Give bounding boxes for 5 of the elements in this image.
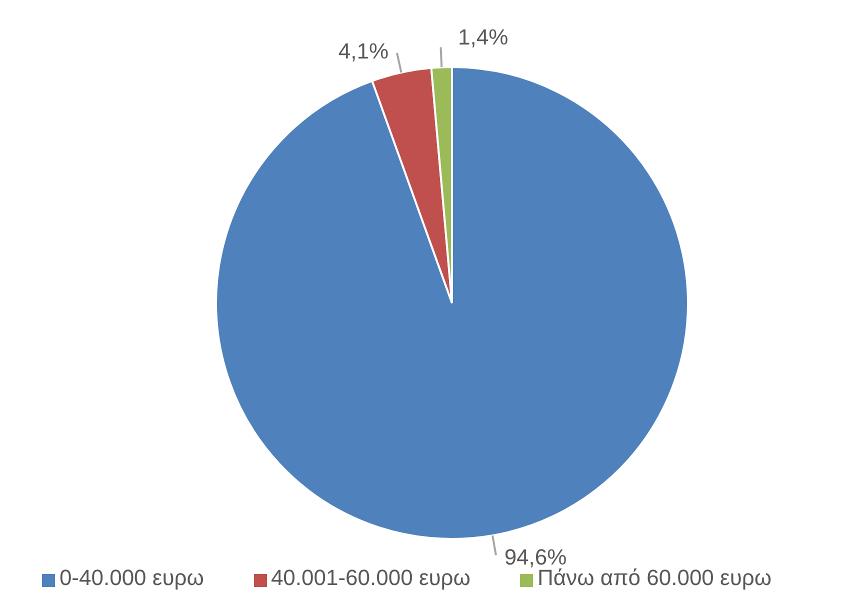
pie-slice	[215, 66, 689, 540]
data-label: 1,4%	[458, 24, 508, 50]
legend-label: 40.001-60.000 ευρω	[270, 565, 470, 590]
legend-label: 0-40.000 ευρω	[59, 565, 204, 590]
data-label: 4,1%	[338, 38, 389, 64]
